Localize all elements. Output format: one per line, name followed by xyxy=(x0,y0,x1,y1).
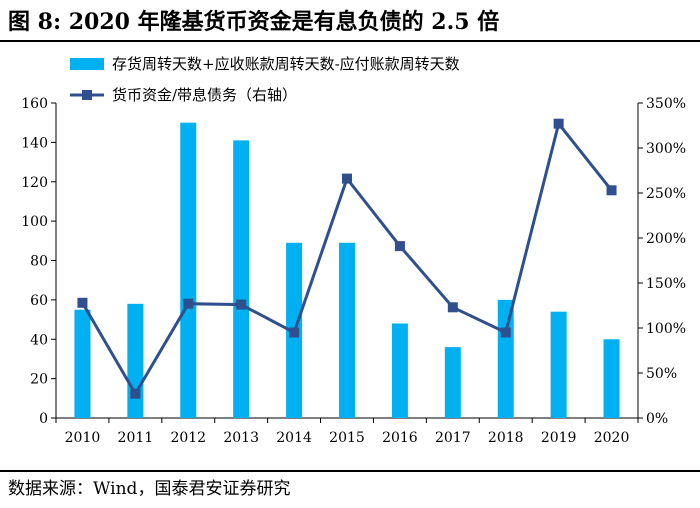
legend-label-bar: 存货周转天数+应收账款周转天数-应付账款周转天数 xyxy=(112,55,460,73)
plot-area: 0 20 40 60 80 100 120 140 160 0% 50% 100% 150% 200% 25… xyxy=(21,96,686,446)
source-rule xyxy=(0,470,700,472)
y-left-tick-label: 20 xyxy=(30,372,48,388)
y-left-tick-label: 160 xyxy=(21,96,48,112)
y-right-tick-label: 100% xyxy=(646,321,686,337)
y-left-tick-label: 40 xyxy=(30,332,48,348)
line-marker xyxy=(447,302,458,313)
y-right-tick-label: 150% xyxy=(646,276,686,292)
y-left-tick-label: 60 xyxy=(30,293,48,309)
x-tick-label: 2010 xyxy=(65,430,101,446)
legend-swatch-marker xyxy=(82,90,92,100)
x-tick-label: 2014 xyxy=(276,430,312,446)
x-tick-label: 2018 xyxy=(488,430,524,446)
line-marker xyxy=(289,327,300,338)
bar xyxy=(180,122,197,418)
chart: 存货周转天数+应收账款周转天数-应付账款周转天数 货币资金/带息债务（右轴） 0… xyxy=(21,55,686,446)
y-left-tick-label: 0 xyxy=(39,411,48,427)
y-left-tick-label: 120 xyxy=(21,175,48,191)
legend-swatch-bar xyxy=(70,58,104,70)
legend: 存货周转天数+应收账款周转天数-应付账款周转天数 货币资金/带息债务（右轴） xyxy=(70,55,460,104)
line-marker xyxy=(130,388,141,399)
bar xyxy=(444,347,461,418)
legend-label-line: 货币资金/带息债务（右轴） xyxy=(112,86,297,104)
line-marker xyxy=(500,327,511,338)
bar xyxy=(74,309,91,418)
bar xyxy=(550,311,567,418)
x-tick-label: 2020 xyxy=(594,430,630,446)
y-left-tick-label: 140 xyxy=(21,135,48,151)
y-right-tick-label: 50% xyxy=(646,366,677,382)
title-rule xyxy=(0,40,700,42)
line-marker xyxy=(553,118,564,129)
line-marker xyxy=(342,173,352,184)
bar xyxy=(127,303,144,418)
y-left-tick-label: 80 xyxy=(30,254,48,270)
x-tick-label: 2013 xyxy=(223,430,259,446)
y-right-tick-label: 0% xyxy=(646,411,668,427)
x-tick-label: 2019 xyxy=(541,430,577,446)
line-marker xyxy=(606,185,617,196)
bar xyxy=(233,140,250,418)
line-marker xyxy=(236,299,247,310)
x-tick-label: 2016 xyxy=(382,430,418,446)
x-tick-label: 2017 xyxy=(435,430,471,446)
x-tick-label: 2012 xyxy=(170,430,206,446)
bar xyxy=(497,299,514,418)
x-tick-label: 2015 xyxy=(329,430,365,446)
y-right-tick-label: 350% xyxy=(646,96,686,112)
line-marker xyxy=(77,297,88,308)
line-marker xyxy=(183,298,194,309)
y-right-tick-label: 300% xyxy=(646,141,686,157)
y-right-tick-label: 250% xyxy=(646,186,686,202)
x-tick-label: 2011 xyxy=(118,430,154,446)
figure-title: 图 8: 2020 年隆基货币资金是有息负债的 2.5 倍 xyxy=(8,9,500,35)
bar xyxy=(391,323,408,418)
bar xyxy=(603,339,620,418)
y-right-tick-label: 200% xyxy=(646,231,686,247)
bar xyxy=(339,242,355,418)
y-left-tick-label: 100 xyxy=(21,214,48,230)
source-note: 数据来源：Wind，国泰君安证券研究 xyxy=(8,479,291,499)
line-marker xyxy=(394,241,405,252)
